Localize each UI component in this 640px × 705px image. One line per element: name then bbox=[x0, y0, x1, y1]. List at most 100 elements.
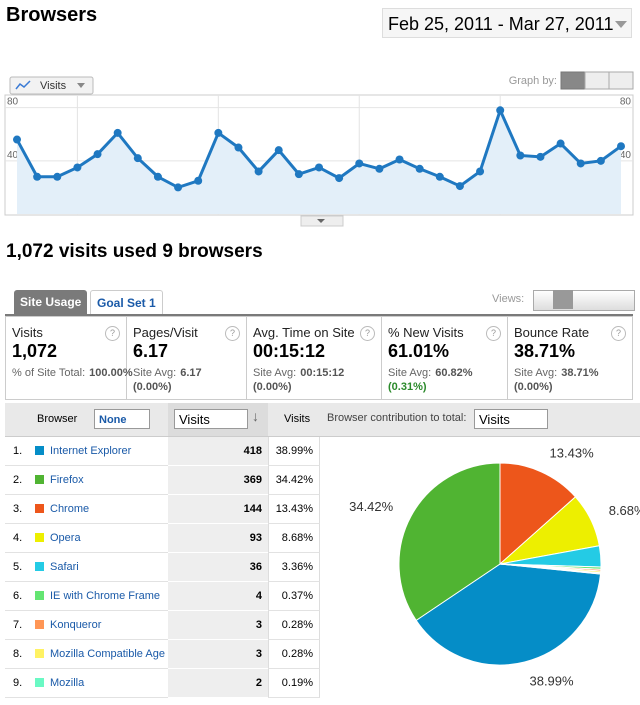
point bbox=[355, 159, 364, 168]
y-tick-label: 80 bbox=[620, 97, 632, 108]
views-label: Views: bbox=[492, 293, 525, 305]
browser-link[interactable]: Opera bbox=[50, 532, 81, 544]
help-icon[interactable]: ? bbox=[105, 326, 120, 341]
metric-value: 6.17 bbox=[133, 341, 169, 361]
row-index: 2. bbox=[5, 466, 30, 495]
browser-cell: Mozilla bbox=[30, 669, 168, 698]
metric-value: 61.01% bbox=[388, 341, 450, 361]
browser-link[interactable]: Firefox bbox=[50, 474, 84, 486]
graph-by-day[interactable] bbox=[560, 71, 586, 90]
color-swatch bbox=[35, 562, 44, 571]
pie-slice bbox=[415, 563, 602, 666]
dropdown-arrow bbox=[77, 83, 85, 88]
visits-cell: 418 bbox=[168, 437, 268, 466]
help-icon[interactable]: ? bbox=[486, 326, 501, 341]
percent-cell: 0.28% bbox=[268, 640, 320, 669]
percent-cell: 13.43% bbox=[268, 495, 320, 524]
color-swatch bbox=[35, 475, 44, 484]
percent-cell: 8.68% bbox=[268, 524, 320, 553]
color-swatch bbox=[35, 446, 44, 455]
point bbox=[153, 172, 162, 181]
line-icon bbox=[15, 80, 31, 90]
metric-button[interactable] bbox=[9, 76, 94, 95]
point bbox=[536, 152, 545, 161]
line-graph: Visits Graph by: 40408080Feb 28Mar 7Mar … bbox=[4, 71, 634, 227]
row-index: 7. bbox=[5, 611, 30, 640]
pie-label: 8.68% bbox=[609, 503, 640, 518]
visits-cell: 3 bbox=[168, 611, 268, 640]
point bbox=[516, 151, 525, 160]
color-swatch bbox=[35, 678, 44, 687]
help-icon[interactable]: ? bbox=[611, 326, 626, 341]
graph-by-month[interactable] bbox=[608, 71, 634, 90]
pie-label: 38.99% bbox=[529, 673, 574, 688]
metric-label: Avg. Time on Site bbox=[253, 325, 355, 340]
view-pie-active[interactable] bbox=[553, 290, 573, 309]
browser-link[interactable]: Mozilla bbox=[50, 677, 85, 689]
metric-button-label: Visits bbox=[40, 80, 67, 92]
metric-sub-value: 00:15:12 bbox=[300, 367, 345, 379]
tab[interactable]: Site Usage bbox=[14, 290, 88, 314]
browser-cell: IE with Chrome Frame bbox=[30, 582, 168, 611]
color-swatch bbox=[35, 620, 44, 629]
graph-by-label: Graph by: bbox=[509, 75, 557, 87]
row-index: 3. bbox=[5, 495, 30, 524]
metric-change: (0.00%) bbox=[514, 381, 553, 393]
graph-by-week[interactable] bbox=[584, 71, 610, 90]
point bbox=[617, 142, 625, 151]
metric-card: Bounce Rate 38.71% Site Avg: 38.71% (0.00%)? bbox=[508, 316, 633, 400]
help-icon[interactable]: ? bbox=[225, 326, 240, 341]
view-switcher[interactable] bbox=[533, 290, 635, 311]
metric-card: Pages/Visit 6.17 Site Avg: 6.17 (0.00%)? bbox=[127, 316, 247, 400]
summary-heading: 1,072 visits used 9 browsers bbox=[6, 241, 263, 262]
browser-link[interactable]: IE with Chrome Frame bbox=[50, 590, 161, 602]
browser-link[interactable]: Internet Explorer bbox=[50, 445, 132, 457]
point bbox=[496, 106, 505, 115]
color-swatch bbox=[35, 649, 44, 658]
help-icon[interactable]: ? bbox=[360, 326, 375, 341]
browser-cell: Chrome bbox=[30, 495, 168, 524]
point bbox=[13, 135, 21, 144]
tab[interactable]: Goal Set 1 bbox=[90, 290, 163, 315]
metric-label: % New Visits bbox=[388, 325, 464, 340]
metric-value: 00:15:12 bbox=[253, 341, 326, 361]
metric-value: 1,072 bbox=[12, 341, 58, 361]
point bbox=[576, 159, 585, 168]
visits-cell: 3 bbox=[168, 640, 268, 669]
point bbox=[133, 154, 142, 163]
sort-arrow: ↓ bbox=[252, 408, 259, 424]
row-index: 6. bbox=[5, 582, 30, 611]
metric-value: 38.71% bbox=[514, 341, 576, 361]
percent-cell: 34.42% bbox=[268, 466, 320, 495]
browser-link[interactable]: Konqueror bbox=[50, 619, 102, 631]
point bbox=[476, 167, 485, 176]
visits-cell: 93 bbox=[168, 524, 268, 553]
metric-label: Visits bbox=[12, 325, 43, 340]
metric-select[interactable]: Visits bbox=[174, 409, 248, 429]
page-title: Browsers bbox=[6, 4, 98, 26]
browser-link[interactable]: Safari bbox=[50, 561, 79, 573]
browser-link[interactable]: Mozilla Compatible Age bbox=[50, 648, 165, 660]
header-label: Browser bbox=[37, 413, 78, 425]
metric-sub-value: 38.71% bbox=[561, 367, 599, 379]
point bbox=[33, 172, 42, 181]
point bbox=[335, 174, 344, 183]
metric-sub-label: Site Avg: 00:15:12 bbox=[253, 367, 345, 379]
percent-cell: 3.36% bbox=[268, 553, 320, 582]
y-tick-label: 40 bbox=[7, 150, 19, 161]
tab-rule bbox=[5, 314, 633, 316]
secondary-dimension[interactable]: None bbox=[94, 409, 150, 429]
metric-sub-label: Site Avg: 6.17 bbox=[133, 367, 202, 379]
point bbox=[556, 139, 565, 148]
date-range-picker[interactable]: Feb 25, 2011 - Mar 27, 2011 bbox=[382, 8, 632, 38]
point bbox=[455, 182, 464, 191]
browser-cell: Mozilla Compatible Age bbox=[30, 640, 168, 669]
row-index: 5. bbox=[5, 553, 30, 582]
point bbox=[93, 150, 102, 159]
point bbox=[596, 156, 605, 165]
point bbox=[375, 164, 384, 173]
visits-cell: 4 bbox=[168, 582, 268, 611]
contribution-select[interactable]: Visits bbox=[474, 409, 548, 429]
percent-cell: 0.37% bbox=[268, 582, 320, 611]
browser-link[interactable]: Chrome bbox=[50, 503, 90, 515]
